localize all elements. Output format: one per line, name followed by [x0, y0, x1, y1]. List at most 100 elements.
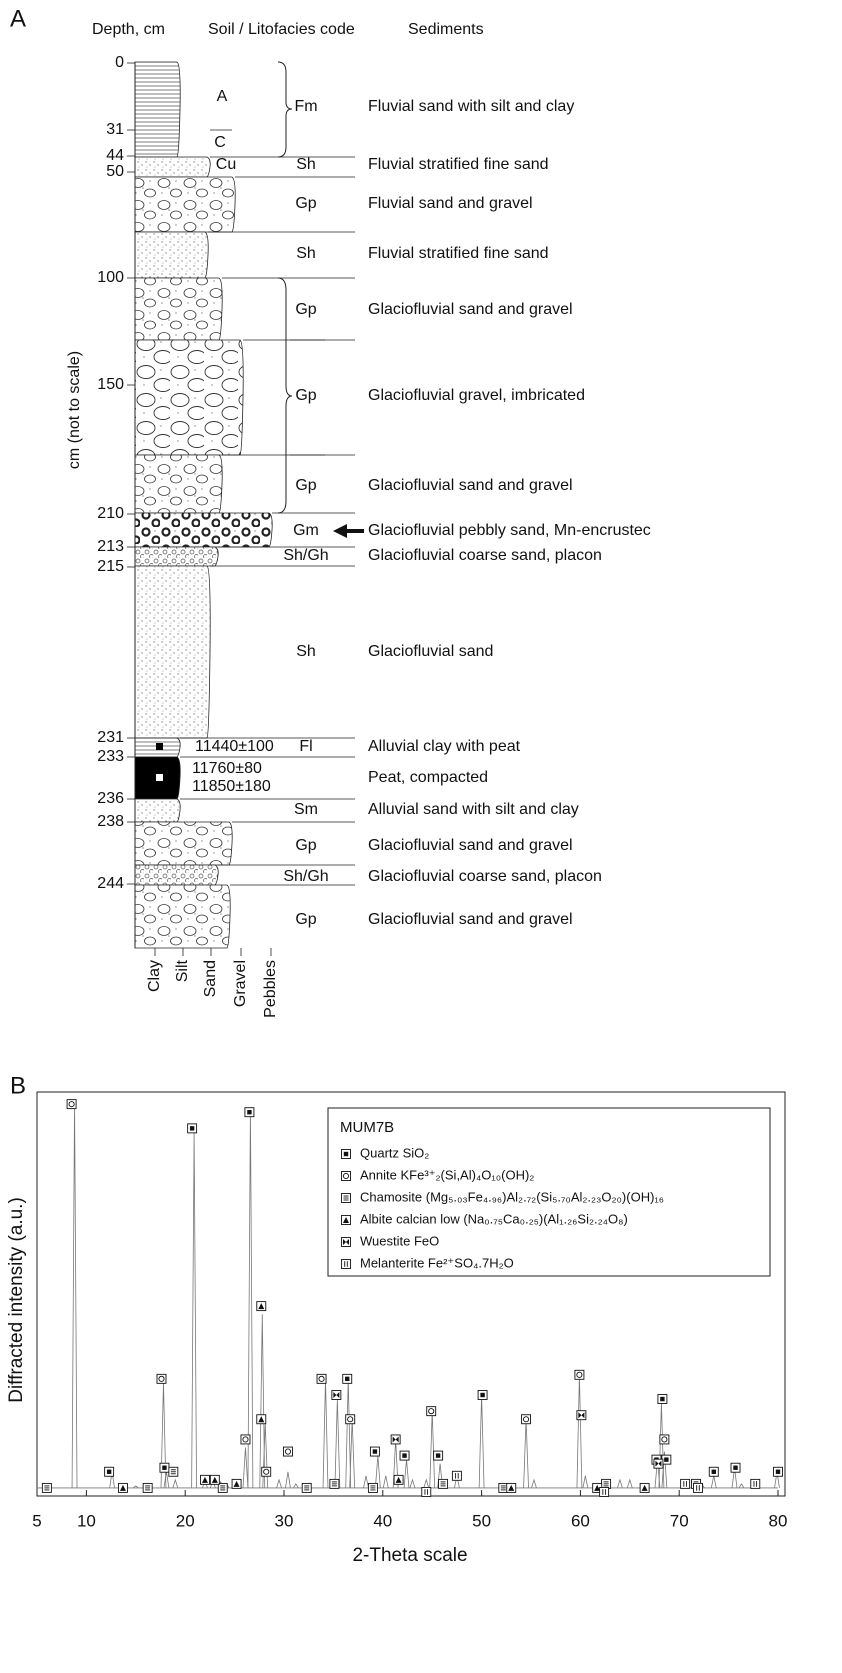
marker-box [262, 1467, 271, 1476]
legend-label: Quartz SiO₂ [360, 1145, 429, 1160]
diffraction-peak [739, 1484, 744, 1488]
phase-marker [257, 1415, 266, 1424]
marker-glyph [345, 1377, 349, 1381]
panel-label: B [10, 1072, 26, 1099]
phase-marker [283, 1447, 292, 1456]
phase-marker [370, 1447, 379, 1456]
marker-glyph [107, 1470, 111, 1474]
phase-marker [346, 1415, 355, 1424]
soil-horizon: Cu [216, 156, 236, 173]
phase-marker [391, 1435, 400, 1444]
sample-marker [156, 743, 163, 750]
phase-marker [400, 1451, 409, 1460]
brace [278, 278, 292, 513]
diffraction-peak [524, 1419, 529, 1488]
marker-glyph [776, 1470, 780, 1474]
layer [135, 157, 210, 177]
facies-code: Gp [295, 195, 316, 212]
phase-marker [478, 1391, 487, 1400]
diffraction-peak [711, 1476, 716, 1488]
phase-marker [640, 1483, 649, 1492]
phase-marker [660, 1435, 669, 1444]
layer [135, 340, 243, 455]
layer [135, 865, 218, 885]
marker-box [693, 1483, 702, 1492]
depth-label: 231 [97, 729, 124, 746]
sediment-description: Glaciofluvial sand and gravel [368, 301, 573, 318]
marker-box [342, 1172, 351, 1181]
sediment-description: Glaciofluvial pebbly sand, Mn-encrustec [368, 522, 651, 539]
marker-box [575, 1370, 584, 1379]
phase-marker [105, 1467, 114, 1476]
diffraction-peak [285, 1472, 290, 1488]
facies-code: Fm [294, 98, 317, 115]
marker-glyph [402, 1453, 406, 1457]
x-axis-label: 2-Theta scale [352, 1545, 467, 1566]
phase-marker [262, 1467, 271, 1476]
facies-code: Sh [296, 643, 316, 660]
facies-code: Gp [295, 387, 316, 404]
sediment-description: Glaciofluvial sand and gravel [368, 837, 573, 854]
phase-marker [507, 1483, 516, 1492]
x-tick-label: 70 [670, 1511, 689, 1530]
sediment-description: Alluvial clay with peat [368, 738, 521, 755]
x-tick-label: 50 [472, 1511, 491, 1530]
phase-marker [118, 1483, 127, 1492]
diffraction-peak [164, 1472, 169, 1488]
sediment-description: Glaciofluvial gravel, imbricated [368, 387, 585, 404]
marker-box [452, 1471, 461, 1480]
legend-symbol [342, 1194, 351, 1203]
column-header: Depth, cm [92, 21, 165, 38]
page: { "panel_a": { "label": "A", "headers": … [0, 0, 842, 1673]
diffraction-peak [263, 1423, 268, 1488]
phase-marker [332, 1391, 341, 1400]
phase-marker [160, 1463, 169, 1472]
sediment-description: Glaciofluvial sand [368, 643, 493, 660]
phase-marker [452, 1471, 461, 1480]
layer [135, 822, 232, 865]
legend-label: Chamosite (Mg₅.₀₃Fe₄.₉₆)Al₂.₇₂(Si₅.₇₀Al₂… [360, 1189, 664, 1204]
marker-glyph [664, 1457, 668, 1461]
x-tick-label: 30 [275, 1511, 294, 1530]
phase-marker [434, 1451, 443, 1460]
diffraction-peak [617, 1480, 622, 1488]
layer [135, 232, 208, 278]
marker-box [241, 1435, 250, 1444]
depth-label: 213 [97, 538, 124, 555]
sample-marker [156, 774, 163, 781]
marker-box [283, 1447, 292, 1456]
phase-marker [210, 1475, 219, 1484]
diffraction-peak [404, 1460, 409, 1488]
diffraction-peak [248, 1108, 253, 1488]
marker-glyph [733, 1466, 737, 1470]
phase-marker [774, 1467, 783, 1476]
x-tick-label: 5 [32, 1511, 41, 1530]
phase-marker [427, 1407, 436, 1416]
phase-marker [302, 1483, 311, 1492]
facies-code: Sh/Gh [283, 868, 328, 885]
diffraction-peak [350, 1419, 355, 1488]
depth-label: 100 [97, 269, 124, 286]
marker-box [422, 1487, 431, 1496]
marker-box [427, 1407, 436, 1416]
phase-marker [709, 1467, 718, 1476]
x-tick-label: 80 [769, 1511, 788, 1530]
phase-marker [681, 1479, 690, 1488]
layer [135, 566, 210, 738]
depth-label: 238 [97, 813, 124, 830]
diffraction-peak [531, 1480, 536, 1488]
column-header: Soil / Litofacies code [208, 21, 355, 38]
diffraction-peak [335, 1399, 340, 1488]
phase-marker [575, 1370, 584, 1379]
phase-marker [232, 1479, 241, 1488]
phase-marker [257, 1302, 266, 1311]
layer [135, 799, 180, 822]
diffraction-peak [577, 1375, 582, 1488]
depth-label: 44 [106, 147, 124, 164]
radiocarbon-date: 11850±180 [192, 778, 271, 795]
x-tick-label: 60 [571, 1511, 590, 1530]
column-header: Sediments [408, 21, 484, 38]
sediment-description: Glaciofluvial coarse sand, placon [368, 547, 602, 564]
phase-marker [188, 1124, 197, 1133]
marker-glyph [162, 1466, 166, 1470]
